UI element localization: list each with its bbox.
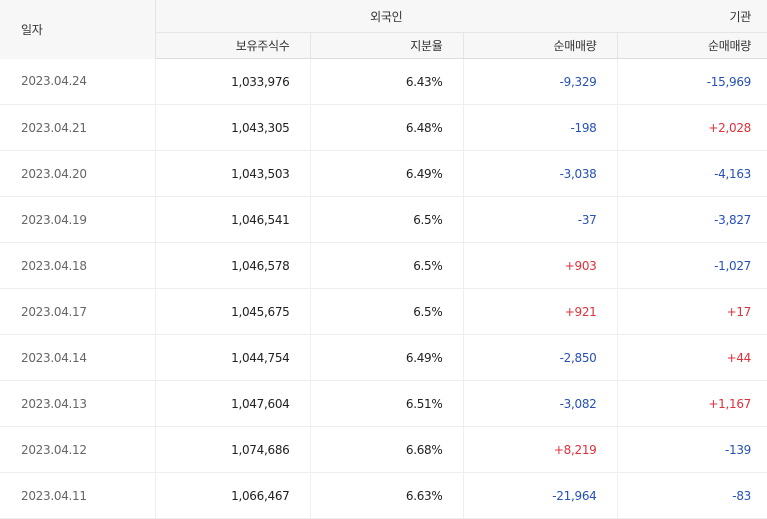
ratio-cell: 6.5% bbox=[310, 242, 464, 289]
ratio-column-header: 지분율 bbox=[310, 32, 464, 59]
ratio-cell: 6.48% bbox=[310, 104, 464, 151]
table-row: 2023.04.13 1,047,604 6.51% -3,082 +1,167 bbox=[0, 380, 767, 427]
table-row: 2023.04.19 1,046,541 6.5% -37 -3,827 bbox=[0, 196, 767, 243]
holdings-cell: 1,074,686 bbox=[155, 426, 311, 473]
institution-net-cell: +2,028 bbox=[617, 104, 767, 151]
date-cell: 2023.04.19 bbox=[0, 196, 156, 243]
foreign-net-cell: +903 bbox=[463, 242, 618, 289]
table-row: 2023.04.14 1,044,754 6.49% -2,850 +44 bbox=[0, 334, 767, 381]
institution-net-cell: -139 bbox=[617, 426, 767, 473]
date-cell: 2023.04.11 bbox=[0, 472, 156, 519]
ratio-cell: 6.49% bbox=[310, 150, 464, 197]
date-cell: 2023.04.13 bbox=[0, 380, 156, 427]
foreign-net-column-header: 순매매량 bbox=[463, 32, 618, 59]
date-cell: 2023.04.20 bbox=[0, 150, 156, 197]
table-header: 일자 외국인 기관 보유주식수 지분율 순매매량 순매매량 bbox=[0, 0, 767, 59]
institution-net-cell: +17 bbox=[617, 288, 767, 335]
date-cell: 2023.04.18 bbox=[0, 242, 156, 289]
ratio-cell: 6.63% bbox=[310, 472, 464, 519]
holdings-cell: 1,047,604 bbox=[155, 380, 311, 427]
date-column-header: 일자 bbox=[0, 0, 156, 59]
table-row: 2023.04.24 1,033,976 6.43% -9,329 -15,969 bbox=[0, 58, 767, 105]
date-cell: 2023.04.21 bbox=[0, 104, 156, 151]
table-row: 2023.04.20 1,043,503 6.49% -3,038 -4,163 bbox=[0, 150, 767, 197]
institution-net-cell: -1,027 bbox=[617, 242, 767, 289]
institution-net-column-header: 순매매량 bbox=[617, 32, 767, 59]
ratio-cell: 6.51% bbox=[310, 380, 464, 427]
holdings-cell: 1,046,578 bbox=[155, 242, 311, 289]
date-cell: 2023.04.24 bbox=[0, 58, 156, 105]
ratio-cell: 6.5% bbox=[310, 196, 464, 243]
holdings-cell: 1,045,675 bbox=[155, 288, 311, 335]
institution-net-cell: -4,163 bbox=[617, 150, 767, 197]
date-cell: 2023.04.12 bbox=[0, 426, 156, 473]
date-cell: 2023.04.14 bbox=[0, 334, 156, 381]
table-row: 2023.04.18 1,046,578 6.5% +903 -1,027 bbox=[0, 242, 767, 289]
table-row: 2023.04.12 1,074,686 6.68% +8,219 -139 bbox=[0, 426, 767, 473]
holdings-cell: 1,043,503 bbox=[155, 150, 311, 197]
table-row: 2023.04.21 1,043,305 6.48% -198 +2,028 bbox=[0, 104, 767, 151]
foreign-net-cell: -9,329 bbox=[463, 58, 618, 105]
holdings-cell: 1,046,541 bbox=[155, 196, 311, 243]
table-body: 2023.04.24 1,033,976 6.43% -9,329 -15,969 202… bbox=[0, 58, 767, 519]
institution-net-cell: +1,167 bbox=[617, 380, 767, 427]
ratio-cell: 6.49% bbox=[310, 334, 464, 381]
foreign-group-header: 외국인 bbox=[155, 0, 617, 33]
ratio-cell: 6.43% bbox=[310, 58, 464, 105]
holdings-cell: 1,066,467 bbox=[155, 472, 311, 519]
foreign-net-cell: +921 bbox=[463, 288, 618, 335]
holdings-cell: 1,043,305 bbox=[155, 104, 311, 151]
institution-net-cell: +44 bbox=[617, 334, 767, 381]
foreign-net-cell: -3,082 bbox=[463, 380, 618, 427]
foreign-net-cell: -2,850 bbox=[463, 334, 618, 381]
foreign-net-cell: -198 bbox=[463, 104, 618, 151]
foreign-net-cell: -21,964 bbox=[463, 472, 618, 519]
institution-net-cell: -83 bbox=[617, 472, 767, 519]
foreign-net-cell: -37 bbox=[463, 196, 618, 243]
holdings-column-header: 보유주식수 bbox=[155, 32, 311, 59]
ratio-cell: 6.5% bbox=[310, 288, 464, 335]
holdings-cell: 1,044,754 bbox=[155, 334, 311, 381]
institution-net-cell: -15,969 bbox=[617, 58, 767, 105]
foreign-net-cell: +8,219 bbox=[463, 426, 618, 473]
table-row: 2023.04.17 1,045,675 6.5% +921 +17 bbox=[0, 288, 767, 335]
institution-net-cell: -3,827 bbox=[617, 196, 767, 243]
foreign-net-cell: -3,038 bbox=[463, 150, 618, 197]
ratio-cell: 6.68% bbox=[310, 426, 464, 473]
institution-group-header: 기관 bbox=[617, 0, 767, 33]
date-cell: 2023.04.17 bbox=[0, 288, 156, 335]
holdings-cell: 1,033,976 bbox=[155, 58, 311, 105]
table-row: 2023.04.11 1,066,467 6.63% -21,964 -83 bbox=[0, 472, 767, 519]
